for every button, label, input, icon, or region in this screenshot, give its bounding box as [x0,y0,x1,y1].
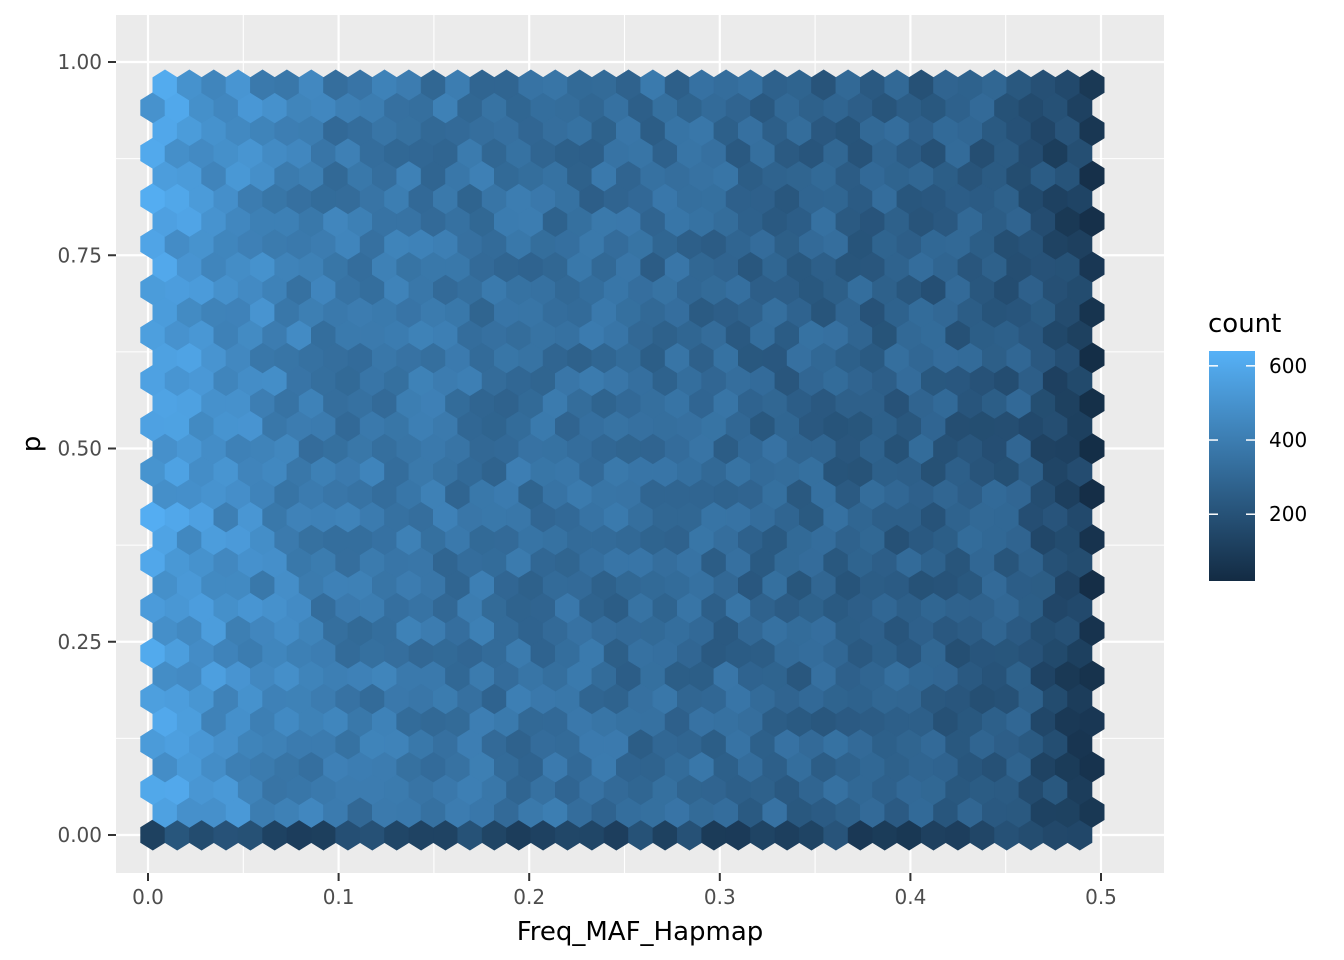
y-tick-label: 1.00 [57,50,102,74]
hex-bins [140,69,1105,851]
x-tick-label: 0.5 [1085,885,1117,909]
x-tick-label: 0.2 [513,885,545,909]
legend: count 200 400 600 [1208,309,1307,581]
legend-tick-label: 400 [1269,428,1307,452]
x-axis-ticks: 0.0 0.1 0.2 0.3 0.4 0.5 [132,873,1117,909]
legend-colorbar [1209,351,1255,581]
legend-tick-label: 200 [1269,502,1307,526]
x-tick-label: 0.0 [132,885,164,909]
x-tick-label: 0.1 [323,885,355,909]
x-tick-label: 0.4 [894,885,926,909]
y-tick-label: 0.25 [57,630,102,654]
y-axis-title: p [17,436,47,453]
hexbin-cell [1079,69,1105,101]
y-tick-label: 0.50 [57,437,102,461]
y-tick-label: 0.00 [57,823,102,847]
legend-title: count [1208,309,1281,339]
x-axis-title: Freq_MAF_Hapmap [517,917,764,947]
y-axis-ticks: 0.00 0.25 0.50 0.75 1.00 [57,50,116,847]
legend-tick-label: 600 [1269,354,1307,378]
x-tick-label: 0.3 [704,885,736,909]
y-tick-label: 0.75 [57,243,102,267]
legend-ticks: 200 400 600 [1209,354,1307,526]
